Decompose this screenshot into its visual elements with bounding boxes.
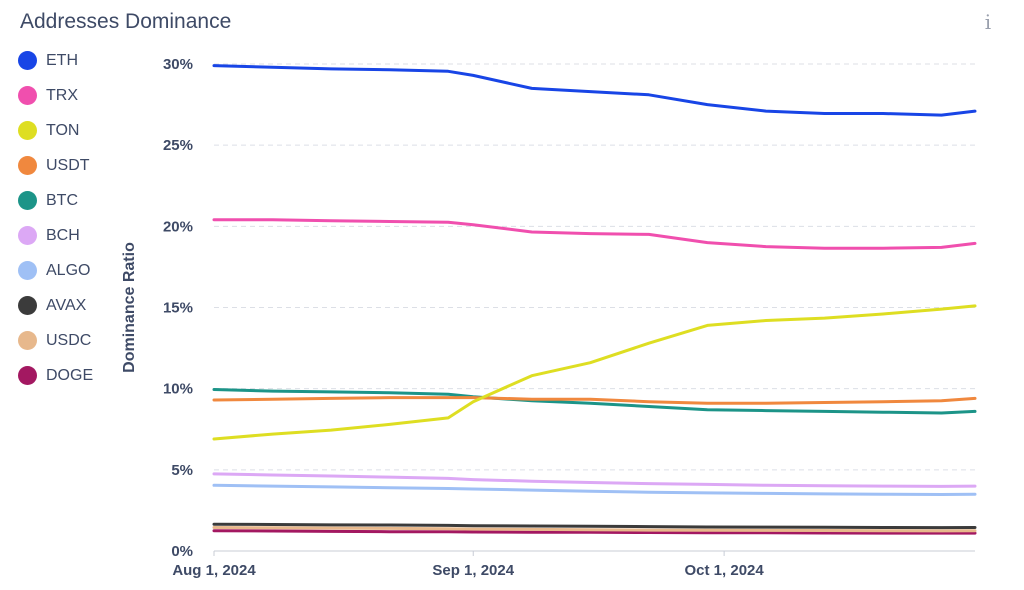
series-line-bch[interactable]	[212, 472, 977, 488]
legend-item-trx[interactable]: TRX	[18, 78, 128, 113]
series-line-btc[interactable]	[212, 388, 977, 415]
legend-label: TRX	[46, 86, 78, 104]
legend-item-ton[interactable]: TON	[18, 113, 128, 148]
legend-item-algo[interactable]: ALGO	[18, 253, 128, 288]
series-line-usdc[interactable]	[212, 526, 977, 533]
y-tick-label: 20%	[163, 218, 193, 235]
legend-label: USDT	[46, 156, 90, 174]
y-tick-label: 25%	[163, 137, 193, 154]
legend-swatch	[18, 191, 37, 210]
legend-swatch	[18, 51, 37, 70]
legend-label: BCH	[46, 226, 80, 244]
y-tick-label: 10%	[163, 381, 193, 398]
legend-label: USDC	[46, 331, 92, 349]
series-line-algo[interactable]	[212, 483, 977, 496]
x-tick-label: Sep 1, 2024	[432, 562, 514, 579]
legend-item-bch[interactable]: BCH	[18, 218, 128, 253]
y-tick-label: 30%	[163, 56, 193, 73]
legend-swatch	[18, 261, 37, 280]
legend-item-btc[interactable]: BTC	[18, 183, 128, 218]
y-axis-label: Dominance Ratio	[121, 242, 138, 373]
x-tick-label: Aug 1, 2024	[172, 562, 256, 579]
legend-item-usdt[interactable]: USDT	[18, 148, 128, 183]
legend-label: AVAX	[46, 296, 87, 314]
legend-item-eth[interactable]: ETH	[18, 43, 128, 78]
chart-title: Addresses Dominance	[20, 10, 232, 33]
y-tick-label: 0%	[171, 543, 193, 560]
legend: ETH TRX TON USDT BTC BCH ALGO AVAX USDC DOGE	[18, 43, 128, 393]
legend-item-avax[interactable]: AVAX	[18, 288, 128, 323]
info-icon[interactable]: i	[984, 10, 992, 34]
grid-lines	[214, 63, 975, 471]
series-line-usdt[interactable]	[212, 396, 977, 405]
legend-swatch	[18, 86, 37, 105]
legend-swatch	[18, 156, 37, 175]
legend-swatch	[18, 121, 37, 140]
axes: 0% 5% 10% 15% 20% 25% 30% Aug 1, 2024 Sep 1, 202…	[121, 56, 975, 579]
legend-swatch	[18, 331, 37, 350]
series-line-doge[interactable]	[212, 529, 977, 535]
x-tick-label: Oct 1, 2024	[685, 562, 765, 579]
legend-swatch	[18, 366, 37, 385]
legend-item-usdc[interactable]: USDC	[18, 323, 128, 358]
series-line-eth[interactable]	[212, 64, 977, 117]
y-tick-label: 5%	[171, 462, 193, 479]
legend-label: ETH	[46, 51, 78, 69]
legend-swatch	[18, 296, 37, 315]
legend-swatch	[18, 226, 37, 245]
series-line-trx[interactable]	[212, 218, 977, 250]
y-tick-label: 15%	[163, 300, 193, 317]
series-lines	[212, 64, 977, 535]
legend-label: BTC	[46, 191, 78, 209]
series-line-avax[interactable]	[212, 522, 977, 530]
series-line-ton[interactable]	[212, 304, 977, 441]
legend-label: DOGE	[46, 366, 94, 384]
legend-label: ALGO	[46, 261, 91, 279]
legend-item-doge[interactable]: DOGE	[18, 358, 128, 393]
legend-label: TON	[46, 121, 80, 139]
